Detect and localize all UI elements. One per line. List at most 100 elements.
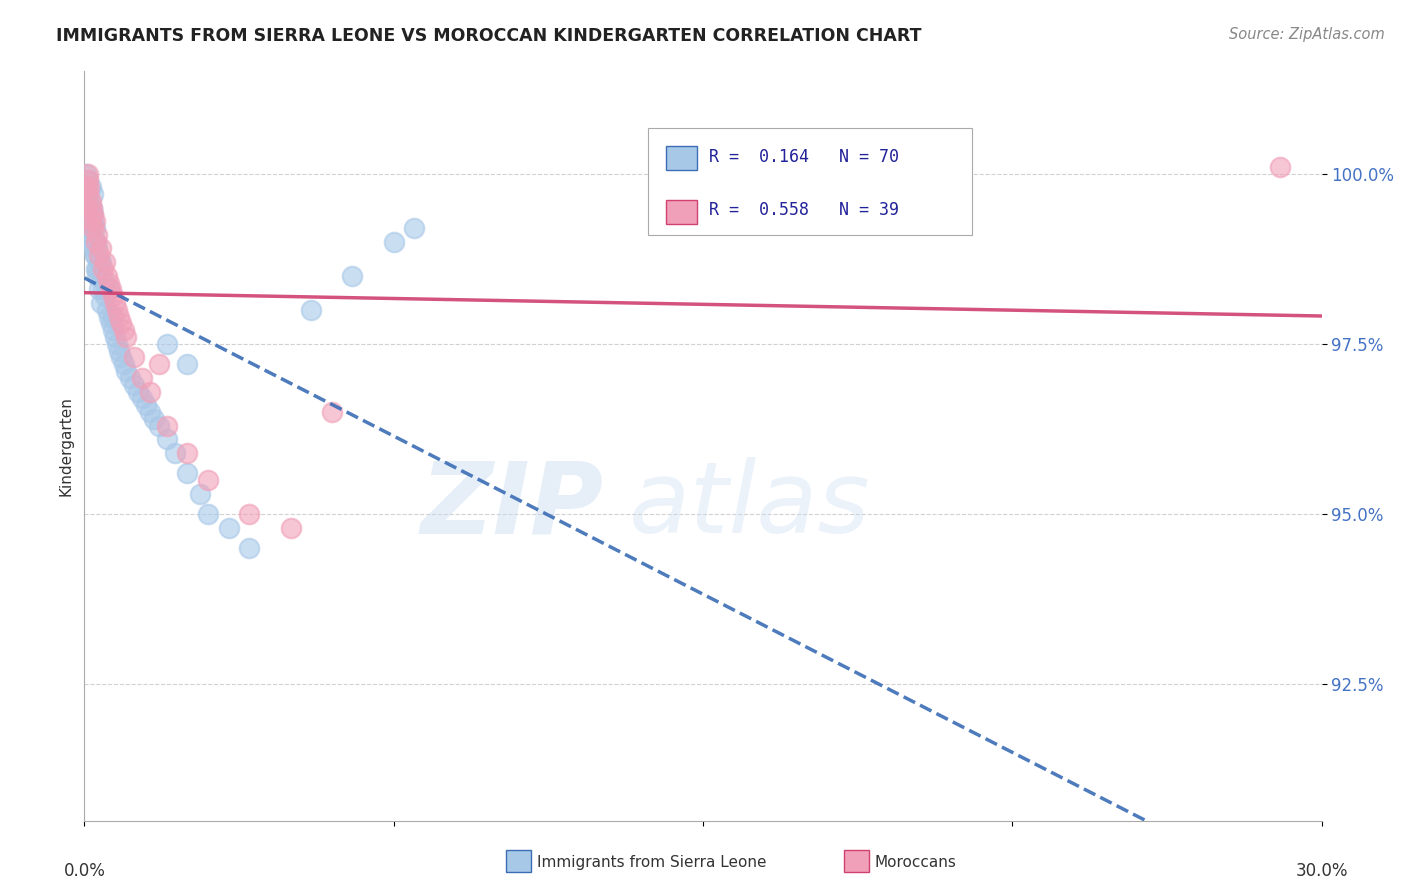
Point [79, 207, 101, 221]
Point [299, 302, 322, 317]
Point [87, 248, 110, 262]
Point [156, 432, 179, 446]
Point [135, 398, 157, 412]
Point [75, 180, 97, 194]
Point [100, 282, 122, 296]
Point [79, 194, 101, 208]
Point [83, 221, 105, 235]
Point [98, 276, 121, 290]
Point [188, 486, 211, 500]
Point [131, 371, 153, 385]
Point [382, 235, 405, 249]
Point [176, 467, 198, 481]
Point [139, 405, 162, 419]
Point [112, 323, 135, 337]
Point [342, 268, 364, 283]
Point [75, 214, 97, 228]
Point [122, 351, 145, 365]
Point [90, 268, 112, 283]
Point [98, 310, 121, 324]
Point [79, 235, 101, 249]
Point [148, 418, 170, 433]
Point [94, 289, 117, 303]
Point [77, 201, 100, 215]
Point [86, 242, 108, 256]
Point [84, 235, 107, 249]
Text: ZIP: ZIP [420, 458, 605, 555]
Point [91, 261, 114, 276]
Point [80, 227, 103, 242]
Point [176, 446, 198, 460]
Point [108, 343, 131, 358]
Point [103, 289, 125, 303]
Point [83, 248, 105, 262]
Point [218, 521, 240, 535]
Point [122, 377, 145, 392]
Point [83, 248, 105, 262]
Point [105, 336, 128, 351]
Point [82, 186, 104, 201]
Point [77, 167, 100, 181]
Point [404, 221, 426, 235]
Text: IMMIGRANTS FROM SIERRA LEONE VS MOROCCAN KINDERGARTEN CORRELATION CHART: IMMIGRANTS FROM SIERRA LEONE VS MOROCCAN… [56, 27, 922, 45]
Point [104, 330, 127, 344]
Point [82, 214, 104, 228]
Y-axis label: Kindergarten: Kindergarten [58, 396, 73, 496]
Point [176, 357, 198, 371]
Point [96, 302, 118, 317]
Point [76, 173, 98, 187]
Point [127, 384, 149, 399]
Point [139, 384, 162, 399]
Point [131, 392, 153, 406]
Point [114, 330, 136, 344]
Point [82, 221, 104, 235]
Point [100, 317, 122, 331]
Point [197, 473, 219, 487]
Point [83, 214, 105, 228]
Point [79, 221, 101, 235]
Text: atlas: atlas [628, 458, 870, 555]
Point [84, 235, 107, 249]
Point [118, 371, 141, 385]
Point [75, 167, 97, 181]
Point [75, 201, 97, 215]
Point [156, 418, 179, 433]
Point [79, 214, 101, 228]
Point [90, 255, 112, 269]
Point [79, 180, 101, 194]
Point [105, 302, 128, 317]
Point [75, 194, 97, 208]
Point [84, 261, 107, 276]
Text: 0.0%: 0.0% [63, 862, 105, 880]
Point [104, 296, 127, 310]
Point [114, 364, 136, 378]
Text: Immigrants from Sierra Leone: Immigrants from Sierra Leone [537, 855, 766, 870]
Point [75, 180, 97, 194]
Point [165, 446, 187, 460]
Point [87, 255, 110, 269]
Point [91, 282, 114, 296]
Point [112, 357, 135, 371]
Point [86, 268, 108, 283]
Point [77, 186, 100, 201]
Point [86, 227, 108, 242]
Point [90, 242, 112, 256]
Point [1270, 160, 1292, 174]
Point [87, 282, 110, 296]
Text: R =  0.164   N = 70: R = 0.164 N = 70 [709, 147, 898, 166]
Point [280, 521, 302, 535]
Point [98, 282, 121, 296]
Text: Source: ZipAtlas.com: Source: ZipAtlas.com [1229, 27, 1385, 42]
Point [103, 310, 125, 324]
Point [156, 336, 179, 351]
Point [82, 207, 104, 221]
Point [75, 201, 97, 215]
Point [197, 507, 219, 521]
Point [86, 261, 108, 276]
Point [76, 207, 98, 221]
Point [103, 323, 125, 337]
Text: 30.0%: 30.0% [1295, 862, 1348, 880]
Point [90, 296, 112, 310]
Point [94, 255, 117, 269]
Point [79, 180, 101, 194]
